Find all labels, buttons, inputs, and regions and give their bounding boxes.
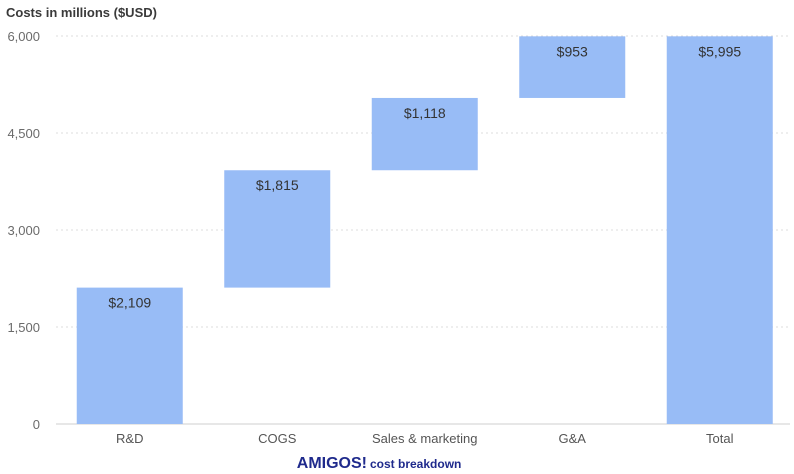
- caption-brand: AMIGOS!: [297, 455, 367, 472]
- data-labels: $2,109 $1,815 $1,118 $953 $5,995: [108, 43, 741, 310]
- y-tick-label: 4,500: [7, 126, 40, 141]
- y-axis-ticks: 0 1,500 3,000 4,500 6,000: [7, 29, 40, 432]
- x-category-label: Total: [706, 431, 734, 446]
- bars: [76, 36, 773, 424]
- bar: [224, 170, 331, 288]
- bar: [371, 97, 478, 171]
- y-tick-label: 3,000: [7, 223, 40, 238]
- y-tick-label: 6,000: [7, 29, 40, 44]
- data-label: $1,815: [256, 177, 299, 193]
- x-category-label: Sales & marketing: [372, 431, 478, 446]
- y-tick-label: 0: [33, 417, 40, 432]
- y-axis-title: Costs in millions ($USD): [6, 5, 157, 20]
- bar: [519, 36, 626, 98]
- y-tick-label: 1,500: [7, 320, 40, 335]
- caption-subtitle: cost breakdown: [370, 457, 461, 471]
- x-category-label: COGS: [258, 431, 297, 446]
- data-label: $2,109: [108, 295, 151, 311]
- bar: [666, 36, 773, 424]
- bar: [76, 287, 183, 424]
- x-axis-categories: R&D COGS Sales & marketing G&A Total: [116, 431, 734, 446]
- x-category-label: R&D: [116, 431, 143, 446]
- data-label: $953: [557, 43, 588, 59]
- x-category-label: G&A: [559, 431, 587, 446]
- data-label: $1,118: [404, 105, 446, 121]
- data-label: $5,995: [698, 43, 741, 59]
